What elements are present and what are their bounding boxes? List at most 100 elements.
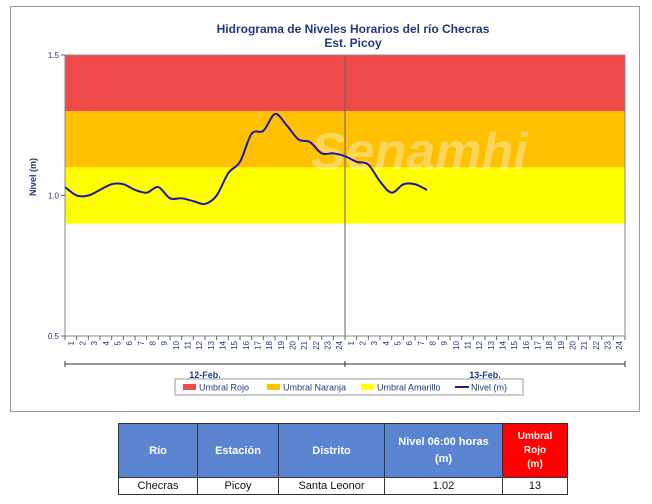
x-tick-label-29: 6 (405, 340, 414, 345)
x-tick-label-13: 14 (219, 340, 228, 349)
x-tick-label-32: 9 (440, 340, 449, 345)
x-tick-label-36: 13 (487, 340, 496, 349)
series-line-nivel (64, 113, 428, 206)
x-tick-label-18: 19 (277, 340, 286, 349)
cell-rio: Checras (118, 477, 198, 495)
chart-subtitle: Est. Picoy (324, 36, 382, 50)
x-tick-label-12: 13 (207, 340, 216, 349)
header-nivel: Nivel 06:00 horas (m) (384, 423, 503, 478)
y-axis-label: Nivel (m) (28, 158, 38, 196)
x-tick-label-3: 4 (102, 340, 111, 345)
table-row: Checras Picoy Santa Leonor 1.02 13 (118, 477, 568, 495)
x-tick-label-23: 24 (335, 340, 344, 349)
cell-distrito: Santa Leonor (278, 477, 385, 495)
x-tick-label-6: 7 (137, 340, 146, 345)
header-umbral-rojo: Umbral Rojo (m) (502, 423, 568, 478)
data-point-5 (122, 183, 124, 185)
x-tick-label-27: 4 (382, 340, 391, 345)
data-point-23 (332, 152, 334, 154)
y-tick-label-2: 1.5 (48, 51, 60, 60)
x-tick-label-17: 18 (265, 340, 274, 349)
data-point-18 (274, 113, 276, 115)
x-tick-label-28: 5 (394, 340, 403, 345)
chart-title: Hidrograma de Niveles Horarios del río C… (217, 22, 490, 36)
header-estacion: Estación (197, 423, 279, 478)
x-tick-label-9: 10 (172, 340, 181, 349)
data-point-3 (99, 189, 101, 191)
cell-umbral: 13 (502, 477, 568, 495)
x-tick-label-43: 20 (569, 340, 578, 349)
x-tick-label-11: 12 (195, 340, 204, 349)
header-rio: Río (118, 423, 198, 478)
station-table: Río Estación Distrito Nivel 06:00 horas … (118, 423, 568, 495)
data-point-10 (181, 197, 183, 199)
x-tick-label-2: 3 (90, 340, 99, 345)
data-point-20 (297, 138, 299, 140)
x-tick-label-35: 12 (475, 340, 484, 349)
legend-label-1: Umbral Naranja (283, 383, 346, 393)
data-point-7 (146, 192, 148, 194)
x-tick-label-16: 17 (254, 340, 263, 349)
x-tick-label-47: 24 (615, 340, 624, 349)
data-point-4 (111, 183, 113, 185)
legend-label-0: Umbral Rojo (199, 383, 249, 393)
x-tick-label-37: 14 (499, 340, 508, 349)
x-tick-label-31: 8 (429, 340, 438, 345)
data-point-22 (321, 152, 323, 154)
x-tick-label-38: 15 (510, 340, 519, 349)
legend-label-3: Nivel (m) (471, 383, 507, 393)
data-point-27 (379, 180, 381, 183)
cell-estacion: Picoy (197, 477, 279, 495)
data-point-6 (134, 189, 136, 191)
x-tick-label-33: 10 (452, 340, 461, 349)
legend-swatch-0 (183, 384, 196, 390)
x-tick-label-30: 7 (417, 340, 426, 345)
x-tick-label-7: 8 (149, 340, 158, 345)
hydrograph-chart: Hidrograma de Niveles Horarios del río C… (28, 22, 626, 396)
x-tick-label-24: 1 (347, 340, 356, 345)
header-umbral-line2: Rojo (523, 444, 547, 456)
x-tick-label-0: 1 (67, 340, 76, 345)
x-tick-label-39: 16 (522, 340, 531, 349)
data-point-28 (391, 192, 393, 194)
data-point-25 (356, 161, 358, 163)
x-tick-label-15: 16 (242, 340, 251, 349)
y-tick-label-1: 1.0 (48, 192, 60, 201)
header-distrito: Distrito (278, 423, 385, 478)
x-tick-label-8: 9 (160, 340, 169, 345)
x-tick-label-42: 19 (557, 340, 566, 349)
x-tick-label-1: 2 (79, 340, 88, 345)
x-tick-label-10: 11 (184, 340, 193, 349)
data-point-26 (367, 163, 369, 166)
x-tick-label-40: 17 (534, 340, 543, 349)
data-point-16 (251, 133, 253, 135)
x-tick-label-34: 11 (464, 340, 473, 349)
y-tick-label-0: 0.5 (48, 332, 60, 341)
legend-label-2: Umbral Amarillo (377, 383, 441, 393)
x-tick-label-14: 15 (230, 340, 239, 349)
legend-box (174, 378, 524, 396)
data-point-31 (426, 189, 428, 191)
x-tick-label-44: 21 (580, 340, 589, 349)
chart-frame: Hidrograma de Niveles Horarios del río C… (10, 6, 640, 412)
x-tick-label-20: 21 (300, 340, 309, 349)
date-label-0: 12-Feb. (189, 370, 221, 380)
watermark: Senamhi (311, 123, 529, 181)
data-point-24 (344, 155, 346, 157)
x-tick-label-19: 20 (289, 340, 298, 349)
data-point-1 (76, 194, 78, 197)
data-point-12 (204, 203, 206, 205)
data-point-29 (402, 183, 404, 185)
x-tick-label-4: 5 (114, 340, 123, 345)
cell-nivel: 1.02 (384, 477, 503, 495)
data-point-15 (239, 161, 241, 163)
x-tick-label-25: 2 (359, 340, 368, 345)
legend-swatch-2 (361, 384, 374, 390)
header-umbral-line3: (m) (527, 458, 543, 470)
table-header-row: Río Estación Distrito Nivel 06:00 horas … (118, 423, 568, 478)
header-umbral-line1: Umbral (517, 430, 553, 442)
data-point-11 (192, 200, 194, 202)
date-label-1: 13-Feb. (469, 370, 501, 380)
x-tick-label-46: 23 (604, 340, 613, 349)
header-nivel-line1: Nivel 06:00 horas (398, 435, 489, 448)
